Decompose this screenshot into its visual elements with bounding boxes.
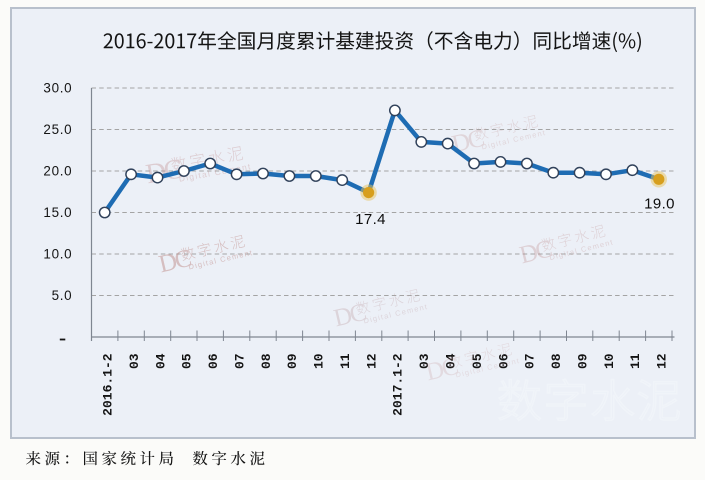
svg-text:09: 09 (285, 353, 300, 369)
svg-text:06: 06 (206, 353, 221, 369)
svg-text:09: 09 (575, 353, 590, 369)
svg-text:10.0: 10.0 (43, 247, 72, 262)
svg-text:11: 11 (338, 353, 353, 369)
svg-text:07: 07 (523, 353, 538, 369)
svg-text:2017.1-2: 2017.1-2 (391, 353, 406, 416)
svg-text:5.0: 5.0 (52, 288, 73, 303)
svg-text:30.0: 30.0 (43, 81, 72, 96)
svg-text:15.0: 15.0 (43, 205, 72, 220)
svg-text:08: 08 (549, 353, 564, 369)
svg-text:19.0: 19.0 (644, 196, 675, 213)
svg-text:10: 10 (602, 353, 617, 369)
svg-text:12: 12 (655, 353, 670, 369)
svg-text:03: 03 (127, 353, 142, 369)
svg-text:25.0: 25.0 (43, 122, 72, 137)
svg-text:05: 05 (180, 353, 195, 369)
svg-text:10: 10 (312, 353, 327, 369)
svg-text:12: 12 (364, 353, 379, 369)
svg-text:04: 04 (153, 353, 168, 369)
svg-text:20.0: 20.0 (43, 164, 72, 179)
svg-text:07: 07 (232, 353, 247, 369)
svg-text:11: 11 (628, 353, 643, 369)
svg-text:2016.1-2: 2016.1-2 (101, 353, 116, 416)
svg-text:08: 08 (259, 353, 274, 369)
svg-text:17.4: 17.4 (355, 211, 386, 228)
